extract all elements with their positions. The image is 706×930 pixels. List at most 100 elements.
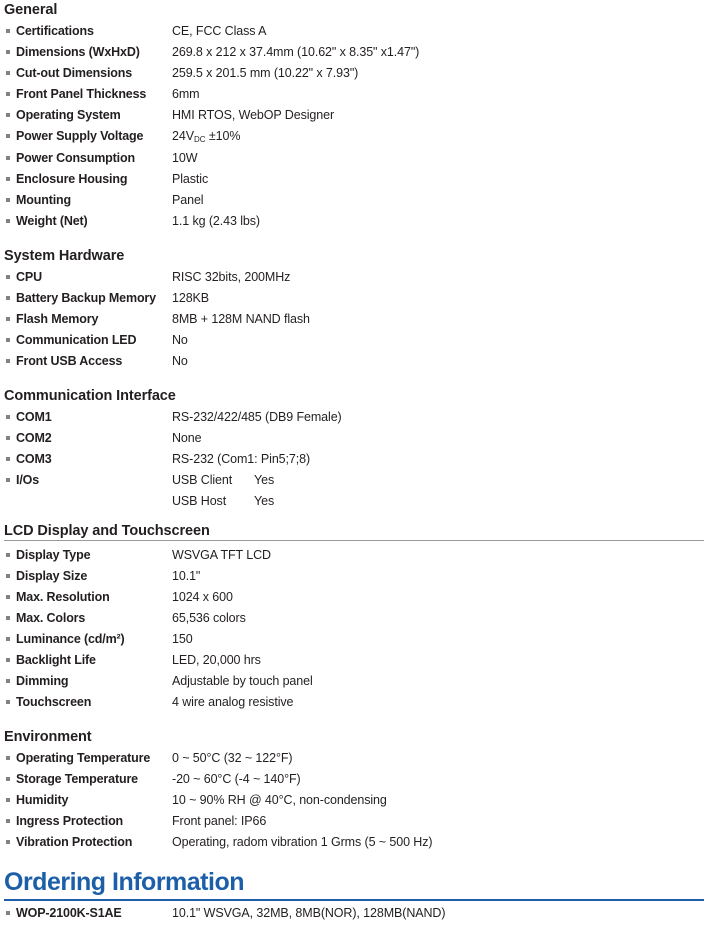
bullet-icon: [0, 169, 16, 190]
spec-value: 269.8 x 212 x 37.4mm (10.62" x 8.35" x1.…: [172, 45, 420, 59]
spec-value: No: [172, 354, 188, 368]
spec-value: RISC 32bits, 200MHz: [172, 270, 291, 284]
spec-list-environment: Operating Temperature 0 ~ 50°C (32 ~ 122…: [0, 748, 706, 853]
spec-label: Humidity: [16, 793, 69, 807]
section-lcd-display: LCD Display and Touchscreen Display Type…: [0, 521, 706, 713]
bullet-icon: [0, 832, 16, 853]
bullet-icon: [0, 671, 16, 692]
spec-value: 1.1 kg (2.43 lbs): [172, 214, 260, 228]
bullet-icon: [0, 42, 16, 63]
spec-value: 150: [172, 632, 193, 646]
spec-value: Plastic: [172, 172, 209, 186]
bullet-icon: [0, 769, 16, 790]
spec-value: No: [172, 333, 188, 347]
spec-value: -20 ~ 60°C (-4 ~ 140°F): [172, 772, 301, 786]
bullet-icon: [0, 63, 16, 84]
spec-row: Display Size 10.1": [0, 566, 706, 587]
spec-row: Dimensions (WxHxD) 269.8 x 212 x 37.4mm …: [0, 42, 706, 63]
section-title-system-hardware: System Hardware: [4, 248, 125, 264]
spec-subrow-name: USB Client: [172, 473, 233, 487]
bullet-icon: [0, 629, 16, 650]
spec-label: Cut-out Dimensions: [16, 66, 133, 80]
spec-row: Humidity 10 ~ 90% RH @ 40°C, non-condens…: [0, 790, 706, 811]
spec-subrow: USB Host Yes: [172, 491, 706, 512]
section-spacer: [0, 372, 706, 386]
bullet-icon: [0, 545, 16, 566]
spec-value: 128KB: [172, 291, 210, 305]
spec-row: Enclosure Housing Plastic: [0, 169, 706, 190]
spec-label: Touchscreen: [16, 695, 92, 709]
spec-list-general: Certifications CE, FCC Class A Dimension…: [0, 21, 706, 232]
section-communication-interface: Communication Interface COM1 RS-232/422/…: [0, 386, 706, 512]
spec-label: Luminance (cd/m²): [16, 632, 125, 646]
ordering-description: 10.1" WSVGA, 32MB, 8MB(NOR), 128MB(NAND): [172, 906, 446, 920]
spec-row: Display Type WSVGA TFT LCD: [0, 545, 706, 566]
spec-label: Dimensions (WxHxD): [16, 45, 140, 59]
spec-row: Power Consumption 10W: [0, 148, 706, 169]
ordering-information-title: Ordering Information: [4, 867, 704, 901]
spec-label: Vibration Protection: [16, 835, 133, 849]
bullet-icon: [0, 407, 16, 428]
spec-label: Ingress Protection: [16, 814, 124, 828]
bullet-icon: [0, 288, 16, 309]
spec-list-communication-interface: COM1 RS-232/422/485 (DB9 Female) COM2 No…: [0, 407, 706, 512]
section-environment: Environment Operating Temperature 0 ~ 50…: [0, 727, 706, 853]
spec-value: 10.1": [172, 569, 201, 583]
ordering-row: WOP-2100K-S1AE 10.1" WSVGA, 32MB, 8MB(NO…: [0, 903, 706, 924]
bullet-icon: [0, 267, 16, 288]
spec-value: 10W: [172, 151, 198, 165]
spec-row: Luminance (cd/m²) 150: [0, 629, 706, 650]
spec-value: CE, FCC Class A: [172, 24, 267, 38]
spec-subrow: USB Client Yes: [172, 470, 706, 491]
spec-row: Dimming Adjustable by touch panel: [0, 671, 706, 692]
spec-value: RS-232 (Com1: Pin5;7;8): [172, 452, 311, 466]
bullet-icon: [0, 470, 16, 491]
section-spacer: [0, 512, 706, 521]
spec-value: Panel: [172, 193, 204, 207]
section-spacer: [0, 853, 706, 867]
spec-value: 1024 x 600: [172, 590, 233, 604]
spec-label: Front Panel Thickness: [16, 87, 147, 101]
section-title-lcd-display: LCD Display and Touchscreen: [4, 521, 704, 541]
spec-row: Touchscreen 4 wire analog resistive: [0, 692, 706, 713]
spec-row: Battery Backup Memory 128KB: [0, 288, 706, 309]
spec-row: COM3 RS-232 (Com1: Pin5;7;8): [0, 449, 706, 470]
bullet-icon: [0, 811, 16, 832]
spec-value: LED, 20,000 hrs: [172, 653, 261, 667]
bullet-icon: [0, 449, 16, 470]
spec-label: Power Supply Voltage: [16, 129, 144, 143]
spec-label: Dimming: [16, 674, 69, 688]
bullet-icon: [0, 126, 16, 147]
spec-label: Weight (Net): [16, 214, 88, 228]
spec-row: Communication LED No: [0, 330, 706, 351]
bullet-icon: [0, 790, 16, 811]
spec-subrow-value: Yes: [254, 473, 275, 487]
bullet-icon: [0, 211, 16, 232]
spec-label: COM2: [16, 431, 52, 445]
spec-row: Vibration Protection Operating, radom vi…: [0, 832, 706, 853]
spec-value: WSVGA TFT LCD: [172, 548, 271, 562]
spec-value: 8MB + 128M NAND flash: [172, 312, 310, 326]
section-general: General Certifications CE, FCC Class A D…: [0, 0, 706, 232]
section-title-general: General: [4, 2, 58, 18]
spec-row: CPU RISC 32bits, 200MHz: [0, 267, 706, 288]
spec-label: Mounting: [16, 193, 72, 207]
spec-value: None: [172, 431, 202, 445]
spec-label: Enclosure Housing: [16, 172, 128, 186]
spec-label: Operating Temperature: [16, 751, 151, 765]
bullet-icon: [0, 21, 16, 42]
bullet-icon: [0, 608, 16, 629]
spec-row: Max. Colors 65,536 colors: [0, 608, 706, 629]
spec-row: Operating Temperature 0 ~ 50°C (32 ~ 122…: [0, 748, 706, 769]
spec-row: Max. Resolution 1024 x 600: [0, 587, 706, 608]
bullet-icon: [0, 903, 16, 924]
section-ordering-information: Ordering Information WOP-2100K-S1AE 10.1…: [0, 867, 706, 924]
spec-label: Front USB Access: [16, 354, 123, 368]
bullet-icon: [0, 748, 16, 769]
spec-label: Max. Resolution: [16, 590, 110, 604]
bullet-icon: [0, 566, 16, 587]
bullet-icon: [0, 190, 16, 211]
spec-row: I/Os USB Client Yes USB Host Yes: [0, 470, 706, 512]
spec-value-voltage: 24VDC ±10%: [172, 129, 241, 144]
